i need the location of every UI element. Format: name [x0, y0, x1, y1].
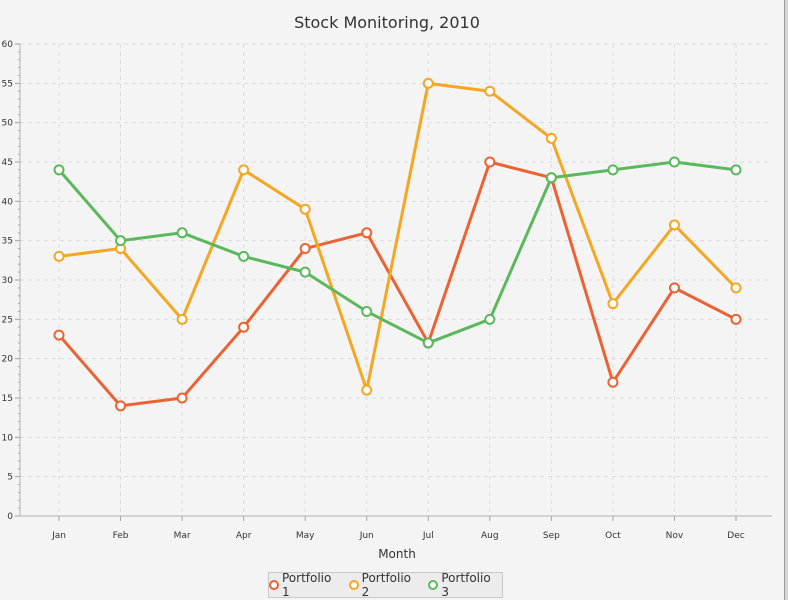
legend-label: Portfolio 2 — [361, 571, 412, 599]
data-point[interactable] — [53, 329, 65, 341]
y-tick-label: 20 — [2, 355, 14, 365]
x-tick-label: Mar — [174, 531, 191, 541]
series-line-3 — [57, 160, 737, 345]
data-point[interactable] — [545, 172, 557, 184]
data-point[interactable] — [484, 156, 496, 168]
data-point[interactable] — [361, 384, 373, 396]
y-tick-label: 30 — [2, 276, 14, 286]
legend-marker-icon — [428, 580, 439, 590]
legend-item-portfolio-1[interactable]: Portfolio 1 — [269, 571, 343, 599]
data-point[interactable] — [668, 219, 680, 231]
axes: 0 5 10 15 20 25 30 35 40 45 50 55 60 Jan Feb Mar Apr May J… — [2, 40, 772, 541]
y-tick-label: 10 — [2, 433, 14, 443]
data-point[interactable] — [299, 266, 311, 278]
legend-label: Portfolio 1 — [281, 571, 332, 599]
series-line-2 — [58, 81, 738, 392]
x-tick-label: Sep — [543, 531, 560, 541]
legend-item-portfolio-3[interactable]: Portfolio 3 — [428, 571, 502, 599]
data-point[interactable] — [668, 156, 680, 168]
y-tick-label: 0 — [7, 512, 13, 522]
legend: Portfolio 1 Portfolio 2 Portfolio 3 — [268, 571, 503, 599]
y-tick-label: 60 — [2, 40, 14, 50]
x-tick-label: May — [296, 531, 315, 541]
data-point[interactable] — [484, 313, 496, 325]
data-point[interactable] — [238, 250, 250, 262]
legend-label: Portfolio 3 — [441, 571, 491, 599]
y-tick-label: 5 — [7, 473, 13, 483]
y-tick-label: 25 — [2, 315, 13, 325]
data-point[interactable] — [361, 227, 373, 239]
data-point[interactable] — [607, 376, 619, 388]
data-point[interactable] — [422, 337, 434, 349]
y-tick-label: 35 — [2, 237, 13, 247]
data-point[interactable] — [238, 164, 250, 176]
data-point[interactable] — [668, 282, 680, 294]
window-edge — [784, 0, 788, 600]
line-chart: Stock Monitoring, 2010 0 5 10 15 20 25 30 35 40 4… — [2, 13, 772, 561]
data-point[interactable] — [545, 132, 557, 144]
legend-marker-icon — [348, 580, 359, 590]
x-tick-label: Oct — [605, 531, 621, 541]
data-point[interactable] — [176, 392, 188, 404]
data-point[interactable] — [484, 85, 496, 97]
y-tick-label: 40 — [2, 197, 14, 207]
x-tick-label: Apr — [236, 531, 252, 541]
x-axis-title: Month — [378, 547, 416, 561]
data-point[interactable] — [607, 164, 619, 176]
chart-title: Stock Monitoring, 2010 — [294, 13, 480, 32]
data-point[interactable] — [607, 298, 619, 310]
data-point[interactable] — [53, 164, 65, 176]
x-tick-label: Nov — [666, 531, 684, 541]
data-point[interactable] — [299, 203, 311, 215]
data-point[interactable] — [53, 250, 65, 262]
y-tick-label: 15 — [2, 394, 13, 404]
legend-marker-icon — [269, 580, 279, 590]
data-point[interactable] — [176, 313, 188, 325]
x-tick-label: Jan — [51, 531, 66, 541]
x-tick-label: Aug — [481, 531, 499, 541]
grid-lines — [20, 43, 772, 516]
y-tick-label: 50 — [2, 119, 14, 129]
data-points — [53, 77, 742, 412]
x-tick-label: Jun — [359, 531, 374, 541]
data-point[interactable] — [422, 77, 434, 89]
data-point[interactable] — [115, 235, 127, 247]
x-tick-label: Jul — [422, 531, 434, 541]
data-point[interactable] — [176, 227, 188, 239]
series-lines — [57, 81, 738, 408]
data-point[interactable] — [299, 243, 311, 255]
data-point[interactable] — [730, 164, 742, 176]
data-point[interactable] — [238, 321, 250, 333]
series-line-1 — [57, 160, 737, 408]
x-tick-label: Feb — [113, 531, 129, 541]
legend-item-portfolio-2[interactable]: Portfolio 2 — [348, 571, 423, 599]
data-point[interactable] — [361, 305, 373, 317]
data-point[interactable] — [730, 313, 742, 325]
data-point[interactable] — [730, 282, 742, 294]
y-tick-label: 55 — [2, 79, 13, 89]
y-tick-label: 45 — [2, 158, 13, 168]
x-tick-label: Dec — [727, 531, 744, 541]
data-point[interactable] — [115, 400, 127, 412]
